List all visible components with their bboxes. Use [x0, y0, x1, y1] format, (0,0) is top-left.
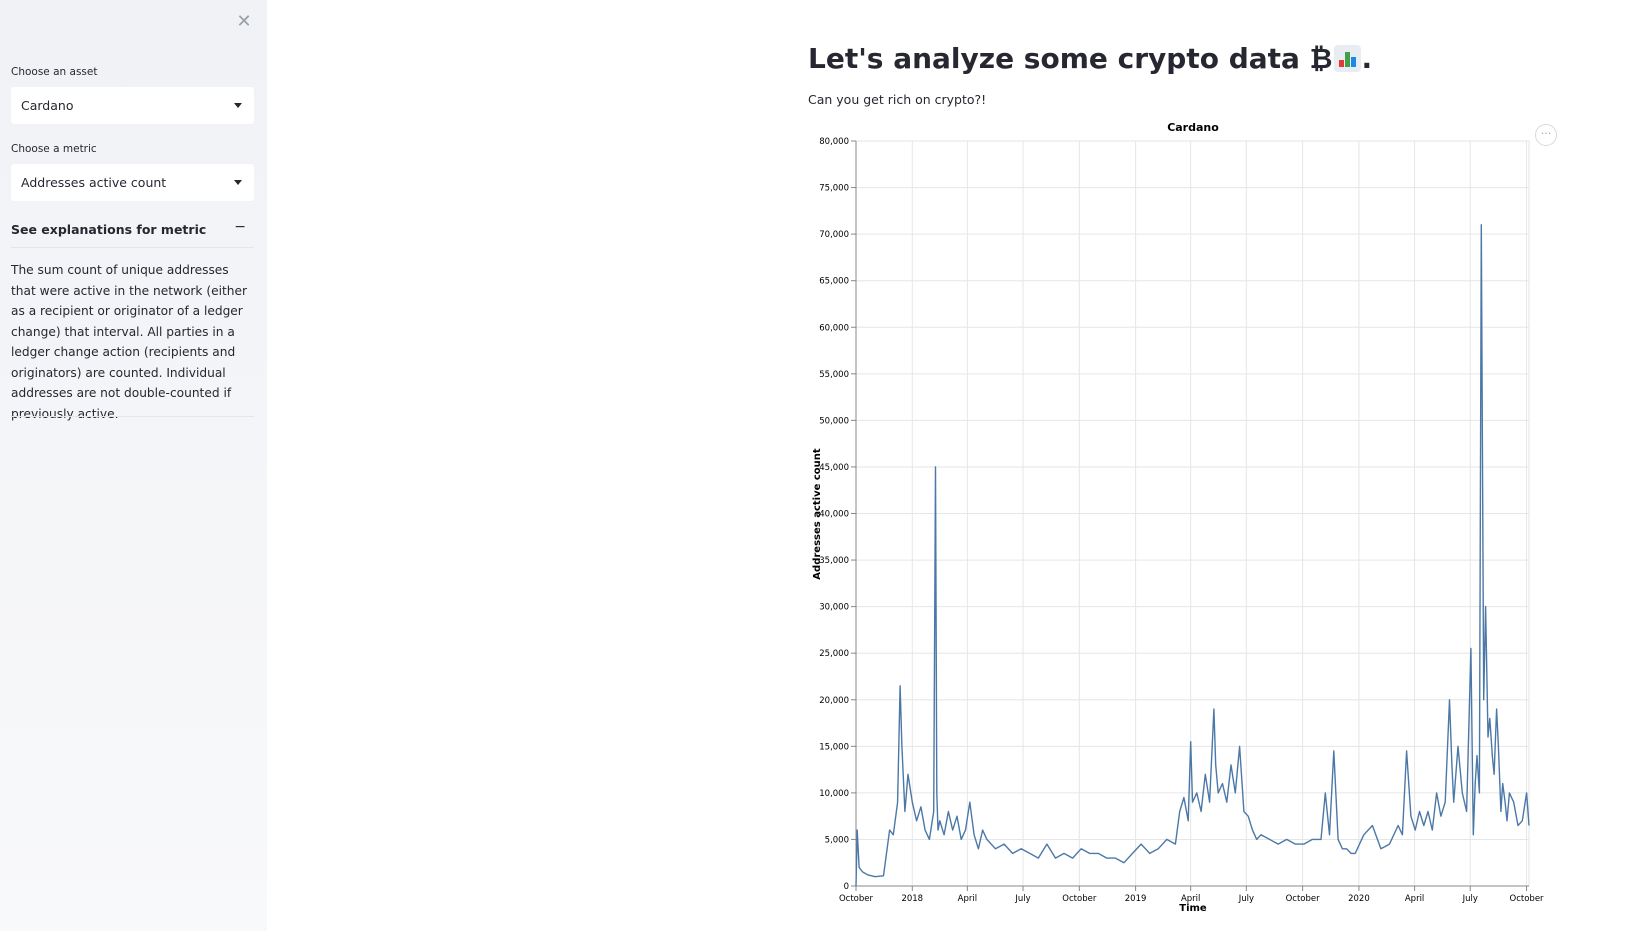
y-tick-label: 10,000 [819, 789, 849, 799]
y-tick-label: 70,000 [819, 230, 849, 240]
metric-select[interactable]: Addresses active count [11, 164, 254, 201]
x-tick-label: April [958, 894, 977, 904]
page-subtitle: Can you get rich on crypto?! [808, 92, 987, 107]
expander-title: See explanations for metric [11, 222, 207, 237]
y-tick-label: 35,000 [819, 556, 849, 566]
x-tick-label: July [1014, 894, 1030, 904]
x-axis-title: Time [1179, 903, 1207, 914]
x-tick-label: October [1062, 894, 1097, 904]
asset-select-value: Cardano [21, 98, 74, 113]
more-horizontal-icon[interactable]: ··· [1535, 124, 1557, 146]
x-tick-label: April [1405, 894, 1424, 904]
metric-explanation-expander[interactable]: See explanations for metric − [11, 219, 254, 248]
sidebar: ✕ Choose an asset Cardano Choose a metri… [0, 0, 267, 931]
y-tick-label: 15,000 [819, 742, 849, 752]
metric-label: Choose a metric [11, 143, 97, 155]
y-tick-label: 60,000 [819, 323, 849, 333]
page-title-text: Let's analyze some crypto data ₿ [808, 42, 1333, 75]
metric-explanation-text: The sum count of unique addresses that w… [11, 263, 248, 421]
y-tick-label: 30,000 [819, 603, 849, 613]
y-tick-label: 0 [844, 882, 849, 892]
chevron-down-icon [234, 103, 242, 108]
x-tick-label: October [839, 894, 874, 904]
x-tick-label: October [1510, 894, 1545, 904]
chevron-down-icon [234, 180, 242, 185]
y-axis-title: Addresses active count [812, 448, 823, 580]
chart-title: Cardano [1167, 121, 1219, 134]
x-tick-label: July [1238, 894, 1254, 904]
expander-divider [11, 416, 254, 417]
y-tick-label: 55,000 [819, 370, 849, 380]
close-icon[interactable]: ✕ [236, 11, 252, 32]
y-tick-label: 75,000 [819, 184, 849, 194]
y-tick-label: 65,000 [819, 277, 849, 287]
x-tick-label: 2019 [1125, 894, 1147, 904]
asset-label: Choose an asset [11, 66, 98, 78]
y-tick-label: 40,000 [819, 510, 849, 520]
collapse-icon[interactable]: − [234, 219, 246, 235]
y-tick-label: 25,000 [819, 649, 849, 659]
page-title: Let's analyze some crypto data ₿. [808, 42, 1372, 75]
y-tick-label: 20,000 [819, 696, 849, 706]
x-tick-label: October [1286, 894, 1321, 904]
x-tick-label: 2020 [1348, 894, 1370, 904]
metric-select-value: Addresses active count [21, 175, 167, 190]
asset-select[interactable]: Cardano [11, 87, 254, 124]
x-tick-label: July [1462, 894, 1478, 904]
y-tick-label: 80,000 [819, 137, 849, 147]
bar-chart-emoji-icon [1334, 45, 1362, 72]
x-tick-label: April [1181, 894, 1200, 904]
y-tick-label: 5,000 [825, 835, 849, 845]
y-tick-label: 45,000 [819, 463, 849, 473]
y-tick-label: 50,000 [819, 416, 849, 426]
page-title-period: . [1361, 42, 1373, 75]
series-line [855, 224, 1530, 887]
x-tick-label: 2018 [901, 894, 923, 904]
